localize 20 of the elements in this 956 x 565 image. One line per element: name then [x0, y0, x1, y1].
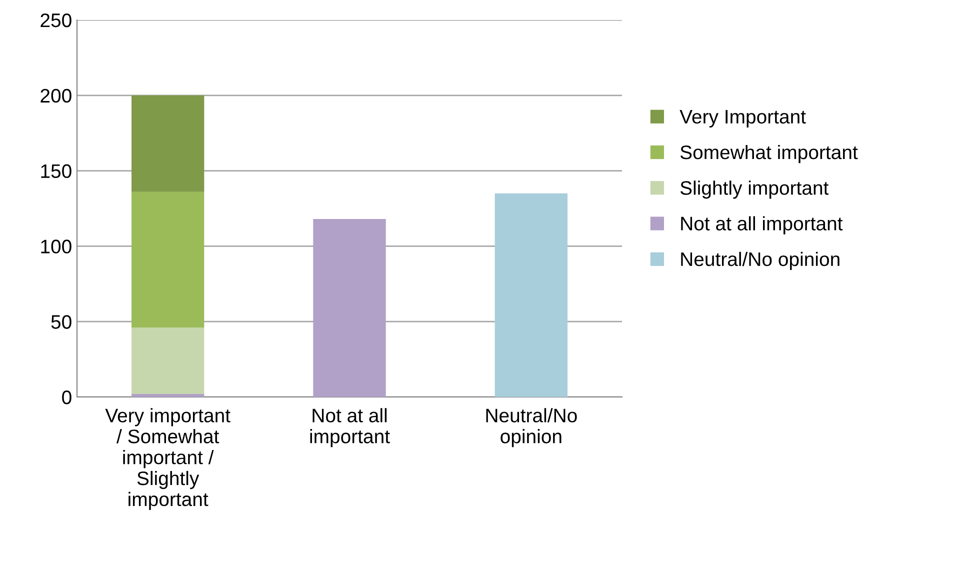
bar [132, 328, 204, 394]
bar [494, 193, 568, 397]
bar [132, 394, 204, 397]
bar [132, 95, 204, 192]
legend-label: Neutral/No opinion [681, 252, 840, 270]
legend-label: Slightly important [680, 180, 829, 199]
legend-label: Very Important [680, 110, 806, 128]
legend-label: Not at all important [681, 216, 843, 234]
y-tick-label: 200 [40, 88, 72, 103]
bar [132, 192, 204, 328]
legend-label: Somewhat important [680, 144, 858, 164]
y-tick-label: 100 [41, 240, 72, 254]
y-tick-label: 0 [62, 390, 72, 404]
bar [313, 219, 386, 397]
x-tick-label: Very important / Somewhat important / Slightly important [105, 408, 230, 510]
y-tick-label: 150 [41, 164, 72, 178]
x-tick-label: Neutral/No opinion [486, 408, 577, 448]
y-tick-label: 250 [40, 13, 72, 28]
x-tick-label: Not at all important [310, 408, 390, 448]
y-tick-label: 50 [51, 315, 72, 329]
